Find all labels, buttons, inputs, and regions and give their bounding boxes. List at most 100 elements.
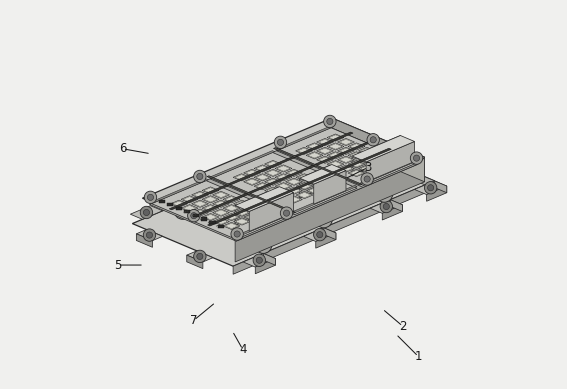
Polygon shape — [234, 200, 251, 207]
Polygon shape — [183, 205, 196, 211]
Polygon shape — [266, 161, 280, 167]
Polygon shape — [172, 201, 185, 207]
Polygon shape — [256, 184, 269, 189]
Circle shape — [146, 232, 153, 238]
Circle shape — [370, 137, 376, 143]
Polygon shape — [233, 174, 250, 181]
Polygon shape — [193, 201, 206, 207]
Polygon shape — [208, 148, 391, 226]
Polygon shape — [136, 230, 163, 241]
Polygon shape — [142, 118, 425, 237]
Polygon shape — [167, 203, 174, 206]
Polygon shape — [369, 152, 386, 159]
Polygon shape — [379, 156, 396, 163]
Circle shape — [267, 152, 280, 165]
Polygon shape — [192, 200, 209, 207]
Polygon shape — [296, 182, 313, 190]
Polygon shape — [263, 253, 276, 265]
Polygon shape — [327, 134, 344, 141]
Polygon shape — [254, 182, 271, 190]
Polygon shape — [298, 148, 311, 154]
Polygon shape — [214, 192, 227, 198]
Polygon shape — [255, 209, 272, 216]
Polygon shape — [370, 200, 403, 213]
Polygon shape — [277, 128, 416, 186]
Text: 5: 5 — [114, 259, 121, 272]
Polygon shape — [307, 178, 323, 185]
Polygon shape — [204, 214, 217, 220]
Circle shape — [428, 185, 434, 191]
Circle shape — [320, 215, 328, 224]
Polygon shape — [399, 161, 425, 172]
Polygon shape — [223, 223, 240, 230]
Polygon shape — [295, 147, 312, 154]
Polygon shape — [371, 161, 384, 167]
Circle shape — [299, 155, 308, 164]
Polygon shape — [223, 205, 240, 212]
Circle shape — [376, 185, 393, 202]
Polygon shape — [181, 196, 198, 203]
Polygon shape — [189, 140, 373, 218]
Polygon shape — [244, 205, 261, 212]
Polygon shape — [334, 138, 435, 189]
Polygon shape — [319, 184, 332, 189]
Circle shape — [194, 250, 206, 263]
Polygon shape — [352, 135, 400, 176]
Circle shape — [361, 173, 373, 185]
Polygon shape — [169, 132, 353, 210]
Polygon shape — [277, 184, 290, 189]
Polygon shape — [254, 165, 271, 172]
Circle shape — [197, 253, 203, 259]
Circle shape — [314, 228, 326, 241]
Polygon shape — [308, 152, 321, 158]
Polygon shape — [193, 210, 206, 216]
Polygon shape — [299, 165, 346, 184]
Polygon shape — [327, 152, 344, 159]
Polygon shape — [256, 175, 269, 180]
Polygon shape — [136, 234, 153, 247]
Circle shape — [191, 212, 197, 219]
Polygon shape — [329, 161, 342, 167]
Polygon shape — [256, 166, 269, 171]
Polygon shape — [266, 179, 280, 184]
Polygon shape — [210, 152, 357, 215]
Polygon shape — [235, 187, 294, 211]
Polygon shape — [287, 170, 301, 175]
Circle shape — [174, 202, 191, 219]
Polygon shape — [225, 214, 238, 220]
Polygon shape — [150, 128, 417, 241]
Polygon shape — [382, 205, 403, 220]
Text: 6: 6 — [119, 142, 126, 155]
Polygon shape — [435, 181, 447, 193]
Polygon shape — [234, 209, 251, 216]
Polygon shape — [286, 178, 302, 185]
Polygon shape — [287, 179, 301, 184]
Polygon shape — [246, 205, 259, 211]
Polygon shape — [265, 169, 281, 177]
Polygon shape — [307, 187, 323, 194]
Polygon shape — [302, 133, 334, 147]
Polygon shape — [223, 214, 240, 221]
Polygon shape — [244, 178, 260, 185]
Circle shape — [144, 191, 156, 203]
Polygon shape — [132, 138, 435, 266]
Polygon shape — [225, 205, 238, 211]
Circle shape — [317, 231, 323, 238]
Polygon shape — [348, 152, 365, 159]
Polygon shape — [246, 170, 259, 175]
Polygon shape — [319, 148, 332, 154]
Polygon shape — [256, 210, 269, 216]
Polygon shape — [369, 161, 386, 168]
Polygon shape — [308, 188, 321, 193]
Polygon shape — [327, 143, 344, 150]
Polygon shape — [246, 179, 259, 184]
Circle shape — [380, 200, 392, 213]
Polygon shape — [184, 210, 191, 214]
Polygon shape — [266, 170, 280, 175]
Polygon shape — [213, 209, 230, 216]
Circle shape — [147, 194, 154, 200]
Polygon shape — [244, 214, 261, 221]
Polygon shape — [202, 205, 219, 212]
Polygon shape — [329, 135, 342, 140]
Circle shape — [405, 161, 418, 173]
